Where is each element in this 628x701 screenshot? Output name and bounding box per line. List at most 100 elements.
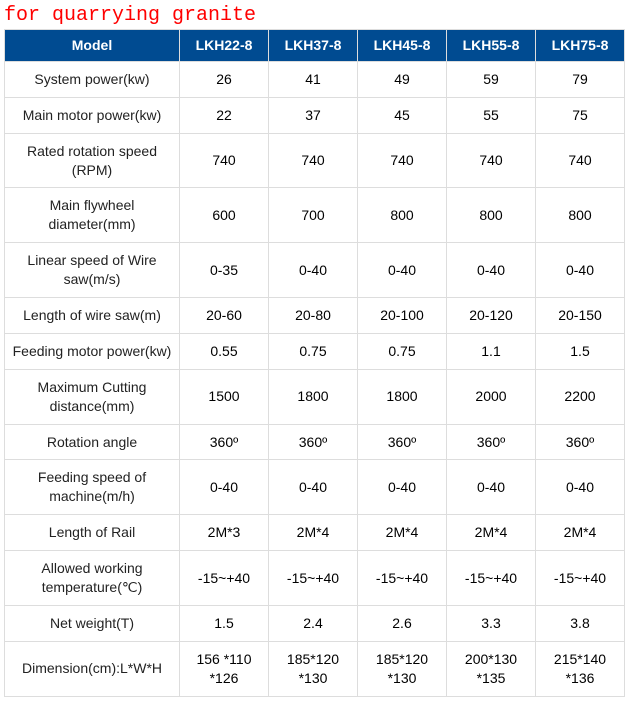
cell-value: 740 (180, 133, 269, 188)
cell-value: 360º (180, 424, 269, 460)
cell-value: -15~+40 (358, 551, 447, 606)
cell-value: 0-40 (536, 243, 625, 298)
cell-value: 360º (447, 424, 536, 460)
row-label: Allowed working temperature(℃) (5, 551, 180, 606)
cell-value: 0-40 (358, 460, 447, 515)
cell-value: 41 (269, 61, 358, 97)
row-label: Main flywheel diameter(mm) (5, 188, 180, 243)
cell-value: -15~+40 (180, 551, 269, 606)
cell-value: 20-60 (180, 298, 269, 334)
cell-value: 800 (536, 188, 625, 243)
table-row: Rotation angle360º360º360º360º360º (5, 424, 625, 460)
row-label: Length of wire saw(m) (5, 298, 180, 334)
cell-value: 1800 (358, 369, 447, 424)
cell-value: 0-40 (447, 460, 536, 515)
cell-value: 1.5 (536, 333, 625, 369)
cell-value: 20-150 (536, 298, 625, 334)
row-label: Rated rotation speed (RPM) (5, 133, 180, 188)
cell-value: 26 (180, 61, 269, 97)
row-label: Length of Rail (5, 515, 180, 551)
row-label: Rotation angle (5, 424, 180, 460)
table-row: Feeding motor power(kw)0.550.750.751.11.… (5, 333, 625, 369)
cell-value: 740 (358, 133, 447, 188)
cell-value: 0-40 (358, 243, 447, 298)
cell-value: 49 (358, 61, 447, 97)
table-caption: for quarrying granite (0, 0, 628, 29)
cell-value: 800 (358, 188, 447, 243)
cell-value: 740 (269, 133, 358, 188)
cell-value: 0-40 (536, 460, 625, 515)
table-row: Feeding speed of machine(m/h)0-400-400-4… (5, 460, 625, 515)
cell-value: 0.75 (358, 333, 447, 369)
cell-value: 1.1 (447, 333, 536, 369)
cell-value: 2M*4 (447, 515, 536, 551)
cell-value: 2.6 (358, 605, 447, 641)
row-label: Dimension(cm):L*W*H (5, 641, 180, 696)
cell-value: 0.55 (180, 333, 269, 369)
cell-value: 1800 (269, 369, 358, 424)
cell-value: 45 (358, 97, 447, 133)
table-row: Length of Rail2M*32M*42M*42M*42M*4 (5, 515, 625, 551)
cell-value: 0-35 (180, 243, 269, 298)
cell-value: 0-40 (269, 243, 358, 298)
table-row: Linear speed of Wire saw(m/s)0-350-400-4… (5, 243, 625, 298)
cell-value: 20-100 (358, 298, 447, 334)
col-header: LKH75-8 (536, 30, 625, 62)
table-row: Length of wire saw(m)20-6020-8020-10020-… (5, 298, 625, 334)
col-header: LKH22-8 (180, 30, 269, 62)
cell-value: 0-40 (447, 243, 536, 298)
table-header-row: Model LKH22-8 LKH37-8 LKH45-8 LKH55-8 LK… (5, 30, 625, 62)
cell-value: 79 (536, 61, 625, 97)
cell-value: 740 (447, 133, 536, 188)
cell-value: 800 (447, 188, 536, 243)
row-label: Main motor power(kw) (5, 97, 180, 133)
cell-value: 360º (269, 424, 358, 460)
cell-value: 20-120 (447, 298, 536, 334)
cell-value: 360º (536, 424, 625, 460)
cell-value: 3.3 (447, 605, 536, 641)
table-row: Dimension(cm):L*W*H156 *110 *126185*120 … (5, 641, 625, 696)
cell-value: 2M*4 (536, 515, 625, 551)
row-label: Feeding speed of machine(m/h) (5, 460, 180, 515)
cell-value: 2000 (447, 369, 536, 424)
cell-value: 2.4 (269, 605, 358, 641)
cell-value: 2M*3 (180, 515, 269, 551)
cell-value: -15~+40 (447, 551, 536, 606)
cell-value: 360º (358, 424, 447, 460)
cell-value: 37 (269, 97, 358, 133)
cell-value: 156 *110 *126 (180, 641, 269, 696)
cell-value: 59 (447, 61, 536, 97)
cell-value: 215*140 *136 (536, 641, 625, 696)
row-label: Feeding motor power(kw) (5, 333, 180, 369)
cell-value: 2M*4 (358, 515, 447, 551)
table-row: System power(kw)2641495979 (5, 61, 625, 97)
table-row: Maximum Cutting distance(mm)150018001800… (5, 369, 625, 424)
cell-value: 75 (536, 97, 625, 133)
col-header: LKH37-8 (269, 30, 358, 62)
cell-value: 185*120 *130 (269, 641, 358, 696)
cell-value: 1.5 (180, 605, 269, 641)
cell-value: 740 (536, 133, 625, 188)
cell-value: 700 (269, 188, 358, 243)
cell-value: 2M*4 (269, 515, 358, 551)
table-row: Main motor power(kw)2237455575 (5, 97, 625, 133)
cell-value: 0-40 (269, 460, 358, 515)
row-label: Linear speed of Wire saw(m/s) (5, 243, 180, 298)
cell-value: -15~+40 (536, 551, 625, 606)
cell-value: 0.75 (269, 333, 358, 369)
cell-value: 600 (180, 188, 269, 243)
cell-value: 185*120 *130 (358, 641, 447, 696)
cell-value: 22 (180, 97, 269, 133)
row-label: Maximum Cutting distance(mm) (5, 369, 180, 424)
cell-value: 2200 (536, 369, 625, 424)
col-header: Model (5, 30, 180, 62)
cell-value: 1500 (180, 369, 269, 424)
col-header: LKH45-8 (358, 30, 447, 62)
cell-value: 3.8 (536, 605, 625, 641)
cell-value: 0-40 (180, 460, 269, 515)
col-header: LKH55-8 (447, 30, 536, 62)
table-row: Rated rotation speed (RPM)74074074074074… (5, 133, 625, 188)
cell-value: -15~+40 (269, 551, 358, 606)
table-row: Net weight(T)1.52.42.63.33.8 (5, 605, 625, 641)
spec-table: Model LKH22-8 LKH37-8 LKH45-8 LKH55-8 LK… (4, 29, 625, 697)
